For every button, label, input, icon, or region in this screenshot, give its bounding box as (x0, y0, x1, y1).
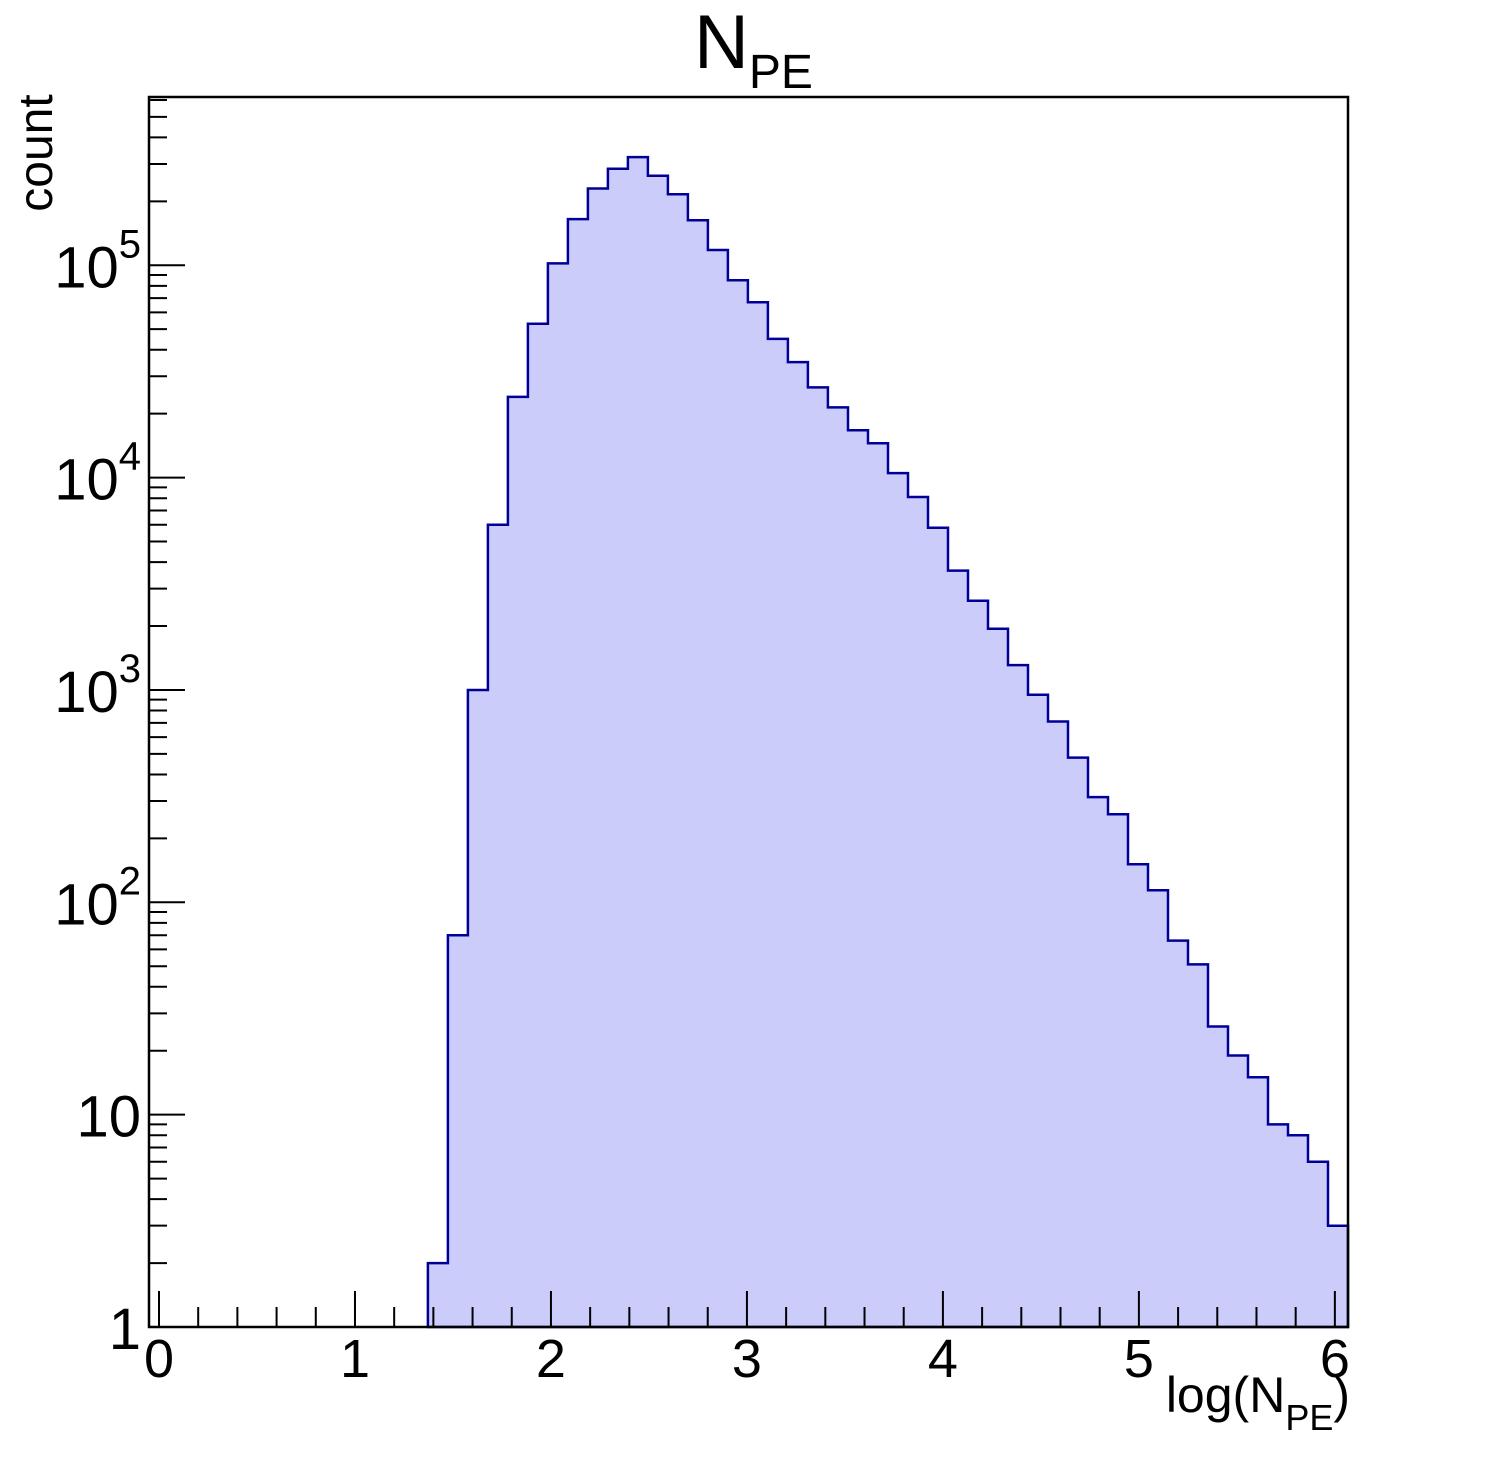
x-axis-title: log(NPE) (1166, 1367, 1350, 1438)
y-tick-label: 105 (54, 222, 141, 300)
axis-ticks (149, 99, 1336, 1328)
y-axis-title: count (10, 94, 63, 211)
x-tick-label: 2 (536, 1329, 566, 1389)
y-tick-label: 102 (54, 859, 141, 937)
histogram-path (426, 155, 1350, 1329)
x-tick-label: 6 (1320, 1329, 1350, 1389)
y-tick-labels: 1 10 102 103 104 105 (54, 222, 141, 1362)
x-tick-labels: 0 1 2 3 4 5 6 (144, 1329, 1350, 1389)
x-tick-label: 1 (340, 1329, 370, 1389)
plot-frame (147, 95, 1350, 1329)
y-tick-label: 1 (109, 1297, 141, 1362)
y-tick-label: 104 (54, 435, 141, 513)
chart-title: NPE (694, 0, 813, 99)
x-tick-label: 3 (732, 1329, 762, 1389)
x-tick-label: 5 (1124, 1329, 1154, 1389)
x-tick-label: 0 (144, 1329, 174, 1389)
x-tick-label: 4 (928, 1329, 958, 1389)
y-tick-label: 10 (76, 1085, 141, 1150)
histogram-series (426, 155, 1350, 1329)
y-tick-label: 103 (54, 647, 141, 725)
